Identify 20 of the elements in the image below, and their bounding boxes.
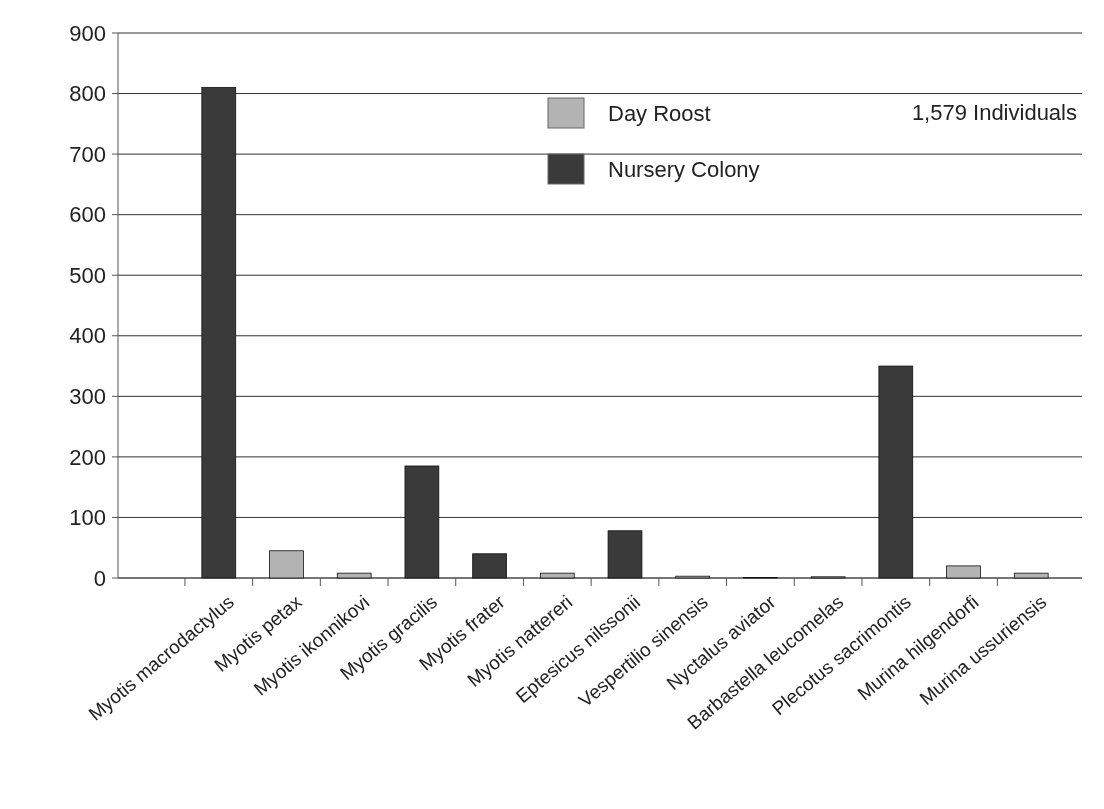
bar — [472, 553, 507, 579]
y-tick-label: 800 — [69, 81, 106, 107]
bar — [336, 572, 372, 579]
legend-label: Nursery Colony — [608, 156, 760, 182]
y-tick-label: 0 — [93, 565, 106, 591]
y-tick-label: 600 — [69, 202, 106, 228]
y-tick-label: 100 — [69, 505, 106, 531]
y-tick-label: 900 — [69, 20, 106, 46]
bar — [1013, 572, 1049, 579]
bar — [946, 565, 981, 579]
y-tick-label: 400 — [69, 323, 106, 349]
y-tick-label: 700 — [69, 141, 106, 167]
bar — [269, 550, 304, 579]
y-tick-label: 200 — [69, 444, 106, 470]
y-tick-label: 300 — [69, 384, 106, 410]
legend-label: Day Roost — [608, 100, 711, 126]
y-tick-label: 500 — [69, 262, 106, 288]
bar — [607, 530, 643, 579]
annotation: 1,579 Individuals — [911, 100, 1077, 125]
bar — [539, 572, 575, 579]
